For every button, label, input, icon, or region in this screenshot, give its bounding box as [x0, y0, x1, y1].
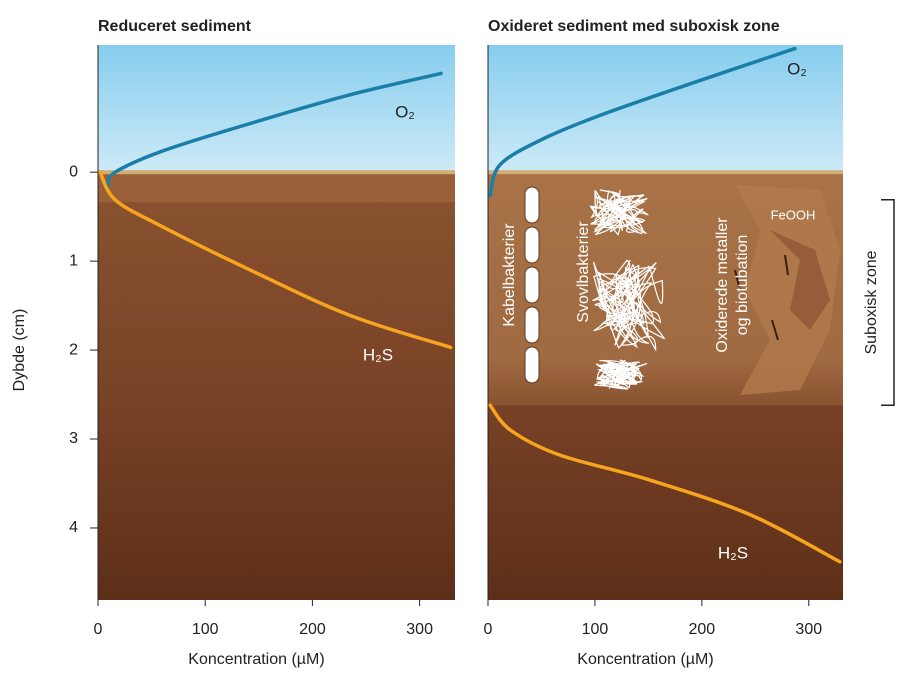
y-tick-label: 3: [69, 430, 78, 447]
series-label: O₂: [395, 102, 415, 121]
cable-bacterium: [525, 227, 539, 263]
y-tick-label: 1: [69, 252, 78, 269]
series-label: H₂S: [718, 543, 748, 562]
x-axis-label: Koncentration (µM): [577, 651, 713, 668]
y-axis-label: Dybde (cm): [11, 309, 28, 392]
sediment-surface: [98, 170, 455, 174]
annotation: FeOOH: [771, 207, 816, 222]
cable-bacterium: [525, 187, 539, 223]
series-label: H₂S: [363, 345, 393, 364]
sediment: [98, 172, 455, 600]
x-tick-label: 200: [299, 621, 326, 638]
chart-title: Reduceret sediment: [98, 18, 252, 35]
zone-bracket: [881, 200, 894, 405]
x-tick-label: 0: [484, 621, 493, 638]
series-label: O₂: [787, 59, 807, 78]
sediment-surface: [488, 170, 843, 174]
zone-label: Suboxisk zone: [863, 250, 880, 354]
annotation: Oxiderede metaller: [714, 217, 731, 353]
x-tick-label: 100: [192, 621, 219, 638]
chart: Reduceret sediment0100200300Koncentratio…: [0, 0, 898, 671]
cable-bacterium: [525, 347, 539, 383]
x-tick-label: 200: [689, 621, 716, 638]
cable-bacterium: [525, 307, 539, 343]
annotation: og biotubation: [734, 235, 751, 336]
y-tick-label: 4: [69, 519, 78, 536]
x-tick-label: 100: [582, 621, 609, 638]
x-tick-label: 300: [795, 621, 822, 638]
y-tick-label: 0: [69, 163, 78, 180]
chart-title: Oxideret sediment med suboxisk zone: [488, 18, 780, 35]
annotation: Kabelbakterier: [501, 223, 518, 327]
cable-bacterium: [525, 267, 539, 303]
top-layer: [98, 172, 455, 202]
x-tick-label: 0: [94, 621, 103, 638]
y-tick-label: 2: [69, 341, 78, 358]
annotation: Svovlbakterier: [575, 221, 592, 323]
x-tick-label: 300: [406, 621, 433, 638]
x-axis-label: Koncentration (µM): [188, 651, 324, 668]
